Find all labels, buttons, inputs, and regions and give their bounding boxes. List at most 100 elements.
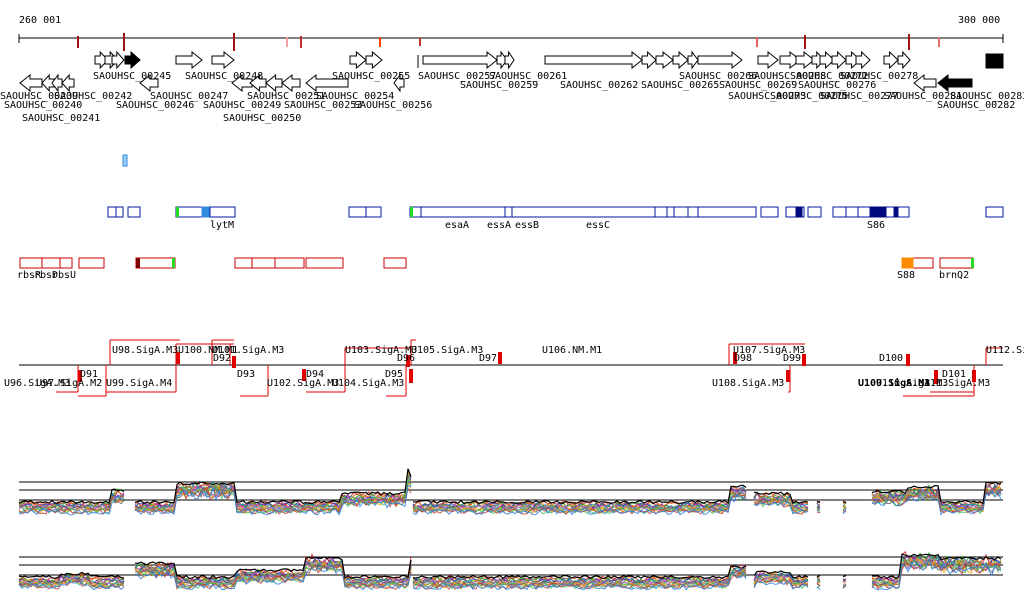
gene-arrow xyxy=(832,52,846,68)
operon-track xyxy=(108,207,1003,217)
operon-marker xyxy=(176,207,179,217)
regulon-label[interactable]: brnQ2 xyxy=(939,270,969,281)
regulon-track xyxy=(20,258,974,268)
gene-arrow xyxy=(545,52,642,68)
regulon-box xyxy=(275,258,304,268)
feature-marker[interactable] xyxy=(123,155,127,166)
operon-box xyxy=(846,207,858,217)
promoter-arrow xyxy=(906,354,910,366)
operon-box xyxy=(505,207,512,217)
operon-box xyxy=(761,207,778,217)
gene-arrow xyxy=(52,75,62,91)
gene-label[interactable]: SAOUHSC_00278 xyxy=(840,71,918,82)
gene-label[interactable]: SAOUHSC_00256 xyxy=(354,100,432,111)
promoter-label[interactable]: D99 xyxy=(783,353,801,364)
operon-label[interactable]: esaA xyxy=(445,220,469,231)
gene-arrow xyxy=(884,52,898,68)
gene-arrow xyxy=(938,75,972,91)
gene-arrow xyxy=(212,52,234,68)
operon-label[interactable]: essA xyxy=(487,220,511,231)
operon-box xyxy=(786,207,796,217)
regulon-label[interactable]: S88 xyxy=(897,270,915,281)
promoter-label[interactable]: U108.SigA.M3 xyxy=(712,378,784,389)
operon-label[interactable]: S86 xyxy=(867,220,885,231)
promoter-label[interactable]: U112.SigA xyxy=(986,345,1024,356)
regulon-labels: rbsR rbsD rbsU S88 brnQ2 xyxy=(17,270,969,281)
operon-box xyxy=(421,207,505,217)
regulon-box xyxy=(20,258,42,268)
promoter-arrow xyxy=(786,370,790,382)
promoter-label[interactable]: D100 xyxy=(879,353,903,364)
promoter-label[interactable]: U102.SigA.M3 xyxy=(267,378,339,389)
ruler-track: 260 001 300 000 xyxy=(19,15,1003,51)
gene-label[interactable]: SAOUHSC_00261 xyxy=(489,71,567,82)
operon-box xyxy=(176,207,203,217)
regulon-box xyxy=(252,258,275,268)
gene-label[interactable]: SAOUHSC_00250 xyxy=(223,113,301,124)
expr-mean-line xyxy=(19,489,124,503)
operon-fill xyxy=(796,207,802,217)
promoter-label[interactable]: U105.SigA.M3 xyxy=(411,345,483,356)
gene-label[interactable]: SAOUHSC_00283 xyxy=(950,91,1024,102)
expr-mean-line xyxy=(843,576,846,577)
regulon-marker xyxy=(136,258,140,268)
operon-box xyxy=(116,207,123,217)
promoter-label[interactable]: D91 xyxy=(80,369,98,380)
gene-arrow xyxy=(688,52,698,68)
operon-box xyxy=(108,207,116,217)
regulon-box xyxy=(136,258,175,268)
promoter-label[interactable]: U111.SigA.M3 xyxy=(918,378,990,389)
operon-box xyxy=(349,207,366,217)
promoter-label[interactable]: D98 xyxy=(734,353,752,364)
gene-arrow xyxy=(423,52,497,68)
ruler-ticks xyxy=(19,33,1003,51)
promoter-arrow xyxy=(498,352,502,364)
gene-arrow xyxy=(796,52,814,68)
gene-arrow xyxy=(898,52,910,68)
gene-label[interactable]: SAOUHSC_00269 xyxy=(719,80,797,91)
promoter-label[interactable]: D97 xyxy=(479,353,497,364)
regulon-label[interactable]: rbsU xyxy=(52,270,76,281)
gene-arrow xyxy=(20,75,42,91)
gene-arrow xyxy=(758,52,778,68)
promoter-label[interactable]: D96 xyxy=(397,353,415,364)
promoter-label[interactable]: D95 xyxy=(385,369,403,380)
promoter-arrow xyxy=(232,356,236,368)
operon-box xyxy=(667,207,674,217)
regulon-box xyxy=(940,258,973,268)
promoter-label[interactable]: D93 xyxy=(237,369,255,380)
promoter-label[interactable]: U99.SigA.M4 xyxy=(106,378,172,389)
operon-fill xyxy=(202,207,209,217)
operon-box xyxy=(674,207,688,217)
gene-arrow xyxy=(856,52,870,68)
operon-labels: lytM esaA essA essB essC S86 xyxy=(210,220,885,231)
operon-marker xyxy=(410,207,413,217)
regulon-box xyxy=(60,258,72,268)
regulon-box xyxy=(42,258,60,268)
promoter-labels-bottom: U96.SigA.M3 U97.SigA.M2 D91 U99.SigA.M4 … xyxy=(4,369,990,389)
ruler-end-label: 300 000 xyxy=(958,15,1000,26)
promoter-label[interactable]: D94 xyxy=(306,369,324,380)
gene-label[interactable]: SAOUHSC_00245 xyxy=(93,71,171,82)
gene-label[interactable]: SAOUHSC_00248 xyxy=(185,71,263,82)
operon-label[interactable]: lytM xyxy=(210,220,234,231)
promoter-label[interactable]: U98.SigA.M3 xyxy=(112,345,178,356)
promoter-label[interactable]: D92 xyxy=(213,353,231,364)
regulon-marker xyxy=(172,258,175,268)
promoter-label[interactable]: U106.NM.M1 xyxy=(542,345,602,356)
gene-arrow xyxy=(176,52,202,68)
gene-arrow xyxy=(642,52,656,68)
regulon-box xyxy=(384,258,406,268)
gene-arrow xyxy=(350,52,366,68)
operon-label[interactable]: essB xyxy=(515,220,539,231)
operon-box xyxy=(833,207,846,217)
expression-track-reverse xyxy=(19,552,1003,590)
operon-label[interactable]: essC xyxy=(586,220,610,231)
gene-label[interactable]: SAOUHSC_00262 xyxy=(560,80,638,91)
gene-label[interactable]: SAOUHSC_00241 xyxy=(22,113,100,124)
regulon-box xyxy=(306,258,343,268)
operon-fill xyxy=(894,207,898,217)
regulon-box xyxy=(79,258,104,268)
gene-arrow xyxy=(266,75,282,91)
gene-label[interactable]: SAOUHSC_00255 xyxy=(332,71,410,82)
